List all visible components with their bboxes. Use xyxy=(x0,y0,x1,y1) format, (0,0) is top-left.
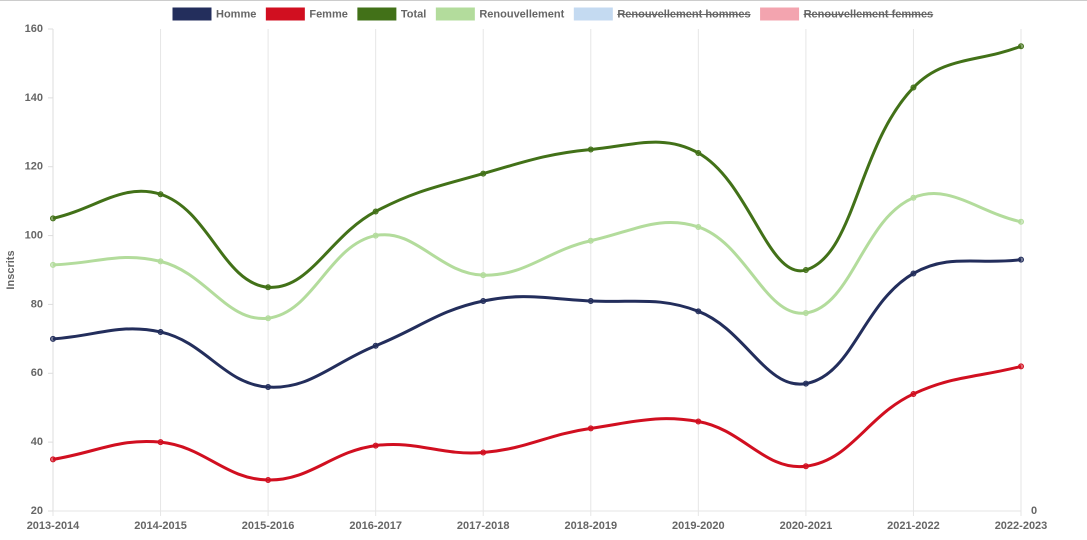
series xyxy=(50,192,1024,322)
series xyxy=(50,256,1024,391)
point xyxy=(910,270,917,277)
legend-label: Homme xyxy=(216,8,256,20)
point xyxy=(50,456,56,463)
y-tick-label: 140 xyxy=(25,92,43,104)
point xyxy=(157,328,164,335)
point xyxy=(587,146,594,153)
x-tick-label: 2017-2018 xyxy=(457,520,510,532)
x-tick-label: 2021-2022 xyxy=(887,520,940,532)
point xyxy=(1018,363,1024,370)
point xyxy=(587,237,594,244)
x-tick-label: 2016-2017 xyxy=(349,520,402,532)
point xyxy=(372,342,379,349)
point xyxy=(265,315,272,322)
legend-swatch xyxy=(573,7,613,21)
legend-item[interactable]: Renouvellement hommes xyxy=(573,7,751,21)
legend-item[interactable]: Renouvellement femmes xyxy=(760,7,934,21)
series xyxy=(50,43,1024,291)
y-axis-label: Inscrits xyxy=(5,250,17,289)
legend-swatch xyxy=(435,7,475,21)
series xyxy=(50,363,1024,484)
line xyxy=(52,364,1022,482)
legend-label: Renouvellement xyxy=(479,8,564,20)
point xyxy=(587,297,594,304)
x-tick-label: 2022-2023 xyxy=(995,520,1048,532)
y-tick-label: 120 xyxy=(25,161,43,173)
point xyxy=(50,335,56,342)
point xyxy=(910,84,917,91)
point xyxy=(265,284,272,291)
point xyxy=(695,418,702,425)
point xyxy=(695,223,702,230)
x-tick-label: 2019-2020 xyxy=(672,520,725,532)
point xyxy=(695,308,702,315)
point xyxy=(695,149,702,156)
y-tick-label: 100 xyxy=(25,229,43,241)
legend-swatch xyxy=(172,7,212,21)
legend-swatch xyxy=(357,7,397,21)
line xyxy=(52,192,1022,320)
point xyxy=(157,258,164,265)
legend-item[interactable]: Femme xyxy=(265,7,348,21)
x-tick-label: 2014-2015 xyxy=(134,520,187,532)
legend-swatch xyxy=(760,7,800,21)
point xyxy=(1018,256,1024,263)
point xyxy=(1018,218,1024,225)
y-tick-label: 20 xyxy=(31,505,43,517)
line xyxy=(52,258,1022,389)
legend-item[interactable]: Renouvellement xyxy=(435,7,565,21)
point xyxy=(265,477,272,484)
y-tick-label: 60 xyxy=(31,367,43,379)
point xyxy=(157,191,164,198)
legend: Homme Femme Total Renouvellement Renouvellem… xyxy=(172,7,934,21)
point xyxy=(802,380,809,387)
legend-item[interactable]: Total xyxy=(357,7,426,21)
point xyxy=(587,425,594,432)
y-tick-label: 160 xyxy=(25,23,43,35)
point xyxy=(480,449,487,456)
legend-swatch xyxy=(265,7,305,21)
point xyxy=(265,384,272,391)
x-tick-label: 2013-2014 xyxy=(27,520,80,532)
point xyxy=(372,208,379,215)
point xyxy=(910,390,917,397)
y-tick-label: 40 xyxy=(31,436,43,448)
y2-tick-label: 0 xyxy=(1031,505,1037,517)
point xyxy=(50,215,56,222)
point xyxy=(157,439,164,446)
line xyxy=(52,44,1022,289)
point xyxy=(372,442,379,449)
point xyxy=(372,232,379,239)
point xyxy=(480,170,487,177)
point xyxy=(480,297,487,304)
point xyxy=(480,272,487,279)
point xyxy=(802,310,809,317)
point xyxy=(802,267,809,273)
x-tick-label: 2015-2016 xyxy=(242,520,295,532)
x-tick-label: 2018-2019 xyxy=(564,520,617,532)
point xyxy=(50,261,56,268)
point xyxy=(910,194,917,201)
legend-item[interactable]: Homme xyxy=(172,7,256,21)
x-tick-label: 2020-2021 xyxy=(780,520,833,532)
y-tick-label: 80 xyxy=(31,298,43,310)
legend-label: Femme xyxy=(309,8,348,20)
point xyxy=(1018,43,1024,50)
point xyxy=(802,463,809,470)
legend-label: Total xyxy=(401,8,426,20)
